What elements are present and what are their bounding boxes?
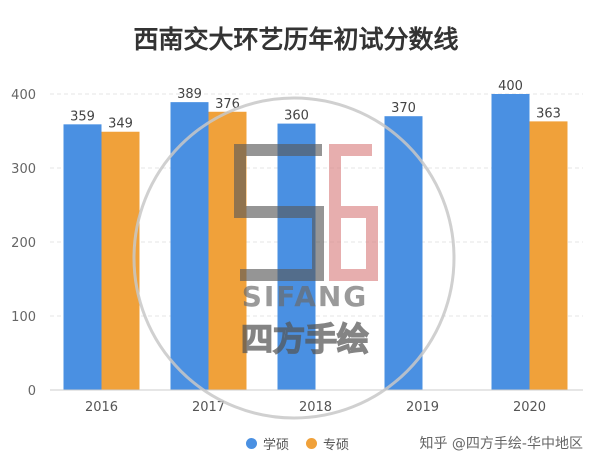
legend-item-series-1: 学硕 [246, 434, 289, 453]
y-tick-label: 200 [11, 236, 36, 251]
data-label: 359 [70, 109, 95, 124]
y-tick-label: 400 [11, 88, 36, 103]
watermark-logo-icon [234, 144, 378, 281]
data-label: 349 [108, 117, 133, 132]
bar [529, 121, 568, 390]
y-tick-label: 100 [11, 310, 36, 325]
data-label: 370 [391, 101, 416, 116]
x-tick-label: 2016 [85, 400, 118, 415]
bar [491, 94, 530, 390]
x-axis: 2016 2017 2018 2019 2020 [85, 400, 546, 415]
data-label: 363 [536, 106, 561, 121]
data-label: 400 [498, 79, 523, 94]
x-tick-label: 2020 [513, 400, 546, 415]
bar [384, 116, 423, 390]
x-tick-label: 2017 [192, 400, 225, 415]
chart-title: 西南交大环艺历年初试分数线 [133, 25, 458, 54]
credit-text: 知乎 @四方手绘-华中地区 [419, 436, 583, 452]
data-label: 376 [215, 97, 240, 112]
y-axis: 0 100 200 300 400 [11, 88, 36, 399]
watermark-circle [132, 96, 456, 420]
bar [170, 102, 209, 390]
legend-dot-icon [246, 438, 257, 449]
footer: 学硕 专硕 知乎 @四方手绘-华中地区 [0, 428, 593, 456]
data-label: 389 [177, 87, 202, 102]
bar [277, 123, 316, 390]
legend-dot-icon [306, 438, 317, 449]
data-labels: 359 349 389 376 360 370 400 363 [70, 79, 561, 132]
watermark: SIFANG 四方手绘 [132, 96, 456, 420]
y-tick-label: 0 [28, 384, 36, 399]
legend-label: 学硕 [263, 438, 290, 453]
legend-item-series-2: 专硕 [306, 434, 349, 453]
x-tick-label: 2019 [406, 400, 439, 415]
watermark-text: SIFANG [242, 280, 369, 313]
legend-label: 专硕 [323, 438, 350, 453]
bar [63, 124, 102, 390]
data-label: 360 [284, 109, 309, 124]
y-tick-label: 300 [11, 162, 36, 177]
x-tick-label: 2018 [299, 400, 332, 415]
watermark-subtext: 四方手绘 [241, 320, 369, 358]
